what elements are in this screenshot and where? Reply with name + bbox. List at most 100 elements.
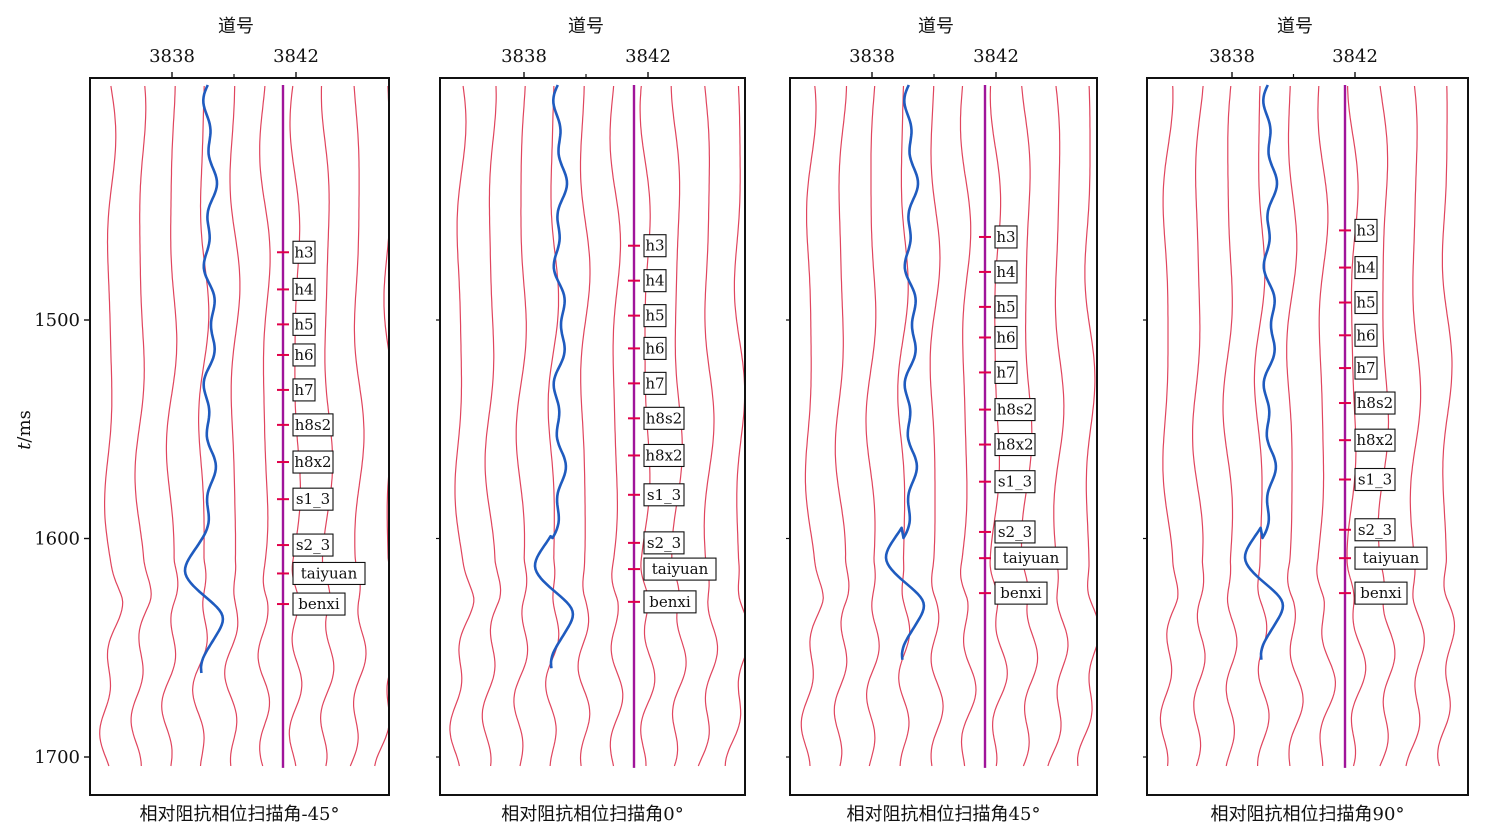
panel-plot-area [1159, 84, 1456, 768]
marker-label: benxi [298, 595, 340, 613]
marker-label-box [292, 312, 316, 336]
marker-label-box [994, 520, 1036, 544]
seismic-trace [1111, 86, 1131, 766]
panel-frame [1146, 77, 1469, 796]
seismic-trace [1346, 85, 1367, 767]
well-marker-h3: h3 [277, 240, 316, 264]
seismic-trace [989, 85, 1008, 767]
marker-label-box [292, 378, 316, 402]
seismic-trace [833, 85, 850, 767]
time-axis-label-unit: /ms [14, 410, 35, 442]
seismic-trace [1316, 85, 1337, 767]
well-marker-h6: h6 [979, 325, 1018, 350]
marker-label: h7 [645, 374, 664, 392]
impedance-curve [884, 84, 926, 660]
well-marker-h8x2: h8x2 [1339, 428, 1396, 452]
y-tick-label: 1600 [34, 529, 80, 550]
x-axis-label: 道号 [1277, 16, 1313, 37]
marker-label-box [643, 557, 717, 581]
seismic-trace [1222, 85, 1238, 767]
marker-label: h8x2 [1356, 431, 1393, 449]
well-marker-taiyuan: taiyuan [277, 561, 366, 586]
well-marker-h5: h5 [277, 312, 316, 336]
marker-label: h5 [1356, 294, 1375, 312]
marker-label-box [994, 325, 1018, 350]
well-marker-s2_3: s2_3 [628, 531, 685, 555]
marker-label: h5 [294, 315, 313, 333]
marker-label-box [1354, 467, 1396, 492]
well-marker-h7: h7 [1339, 356, 1378, 380]
well-marker-s1_3: s1_3 [277, 487, 334, 511]
panel-frame [89, 77, 390, 796]
marker-label: benxi [649, 593, 691, 611]
marker-label-box [292, 343, 316, 367]
well-marker-h4: h4 [1339, 256, 1378, 280]
marker-label: s2_3 [998, 523, 1032, 541]
seismic-trace [1192, 85, 1206, 767]
marker-label: taiyuan [1363, 549, 1420, 567]
y-tick-label: 1500 [34, 310, 80, 331]
seismic-trace [161, 85, 179, 767]
well-marker-h5: h5 [1339, 290, 1378, 315]
seismic-trace [374, 85, 389, 767]
seismic-trace [513, 85, 529, 767]
marker-label-box [292, 240, 316, 264]
x-tick-label: 3842 [1332, 46, 1378, 67]
seismic-trace [1047, 85, 1069, 767]
well-marker-h5: h5 [979, 295, 1018, 319]
marker-label-box [994, 295, 1018, 319]
well-marker-taiyuan: taiyuan [979, 546, 1068, 570]
seismic-trace [897, 85, 911, 767]
marker-label: h8x2 [294, 453, 331, 471]
marker-label-box [1354, 356, 1378, 380]
marker-label-box [643, 531, 685, 555]
well-marker-h8x2: h8x2 [277, 450, 334, 474]
x-tick-label: 3838 [849, 46, 895, 67]
marker-label-box [994, 432, 1036, 457]
panel-caption: 相对阻抗相位扫描角45° [847, 804, 1041, 825]
well-marker-benxi: benxi [628, 590, 697, 614]
seismic-trace [609, 85, 624, 767]
seismic-trace [545, 85, 560, 767]
well-marker-benxi: benxi [979, 581, 1048, 605]
x-axis-label: 道号 [218, 16, 254, 37]
marker-label: s1_3 [296, 490, 330, 508]
marker-label-box [1354, 428, 1396, 452]
marker-label-box [994, 225, 1018, 249]
well-marker-h5: h5 [628, 304, 667, 328]
marker-label: benxi [1360, 584, 1402, 602]
marker-label: s1_3 [647, 486, 681, 504]
well-marker-h3: h3 [979, 225, 1018, 249]
seismic-trace [758, 86, 783, 766]
well-marker-h8s2: h8s2 [277, 413, 334, 437]
marker-label: h4 [294, 280, 313, 298]
well-marker-taiyuan: taiyuan [628, 557, 717, 581]
seismic-trace [1159, 85, 1179, 767]
marker-label: taiyuan [1003, 549, 1060, 567]
well-marker-h8x2: h8x2 [628, 443, 685, 468]
marker-label: benxi [1000, 584, 1042, 602]
marker-label-box [292, 592, 346, 616]
marker-label-box [292, 487, 334, 511]
seismic-trace [99, 85, 124, 767]
marker-label-box [994, 581, 1048, 605]
x-tick-label: 3842 [273, 46, 319, 67]
panel-caption: 相对阻抗相位扫描角0° [501, 804, 683, 825]
well-marker-taiyuan: taiyuan [1339, 546, 1428, 570]
well-marker-h4: h4 [277, 277, 316, 301]
well-marker-s2_3: s2_3 [1339, 518, 1396, 542]
marker-label-box [292, 561, 366, 586]
marker-label: h3 [1356, 221, 1375, 239]
panel-plot-area [449, 84, 783, 768]
x-tick-label: 3838 [1209, 46, 1255, 67]
well-marker-h3: h3 [1339, 218, 1378, 242]
panel-caption: 相对阻抗相位扫描角-45° [140, 804, 340, 825]
marker-label-box [292, 533, 334, 557]
marker-label: h4 [996, 263, 1015, 281]
marker-label-box [994, 260, 1018, 284]
marker-label: s2_3 [647, 534, 681, 552]
marker-label-box [1354, 518, 1396, 542]
marker-label: s1_3 [998, 473, 1032, 491]
